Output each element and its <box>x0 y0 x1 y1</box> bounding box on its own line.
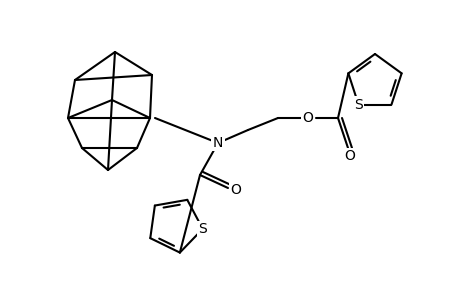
Text: O: O <box>344 149 355 163</box>
Text: O: O <box>230 183 241 197</box>
Text: S: S <box>198 222 207 236</box>
Text: O: O <box>302 111 313 125</box>
Text: S: S <box>353 98 362 112</box>
Text: N: N <box>213 136 223 150</box>
